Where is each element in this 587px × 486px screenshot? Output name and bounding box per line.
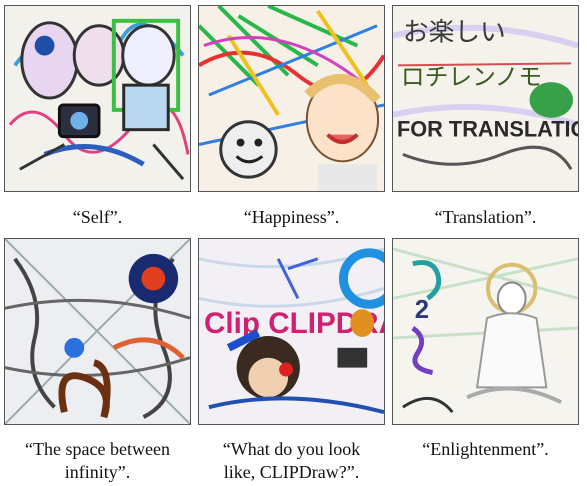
enlightenment-drawing-art: 2 <box>393 239 578 424</box>
drawing-happiness <box>198 5 385 192</box>
happiness-drawing-art <box>199 6 384 191</box>
clipdraw-drawing-art: Clip CLIPDRAW <box>199 239 384 424</box>
caption-space-between-infinity: “The space between infinity”. <box>25 439 170 482</box>
self-drawing-art <box>5 6 190 191</box>
drawing-enlightenment: 2 <box>392 238 579 425</box>
translation-drawn-text: FOR TRANSLATION <box>397 117 578 142</box>
caption-clipdraw: “What do you look like, CLIPDraw?”. <box>222 439 361 482</box>
drawing-clipdraw: Clip CLIPDRAW <box>198 238 385 425</box>
caption-happiness: “Happiness”. <box>243 207 340 227</box>
caption-translation: “Translation”. <box>434 207 537 227</box>
svg-text:ロチレンノモ: ロチレンノモ <box>401 65 542 91</box>
drawing-translation: お楽しい ロチレンノモ FOR TRANSLATION <box>392 5 579 192</box>
caption-enlightenment: “Enlightenment”. <box>422 439 549 459</box>
svg-text:2: 2 <box>415 296 429 324</box>
drawing-space-between-infinity <box>4 238 191 425</box>
svg-text:お楽しい: お楽しい <box>403 18 506 47</box>
drawing-self <box>4 5 191 192</box>
space-drawing-art <box>5 239 190 424</box>
translation-drawing-art: お楽しい ロチレンノモ FOR TRANSLATION <box>393 6 578 191</box>
caption-self: “Self”. <box>72 207 123 227</box>
